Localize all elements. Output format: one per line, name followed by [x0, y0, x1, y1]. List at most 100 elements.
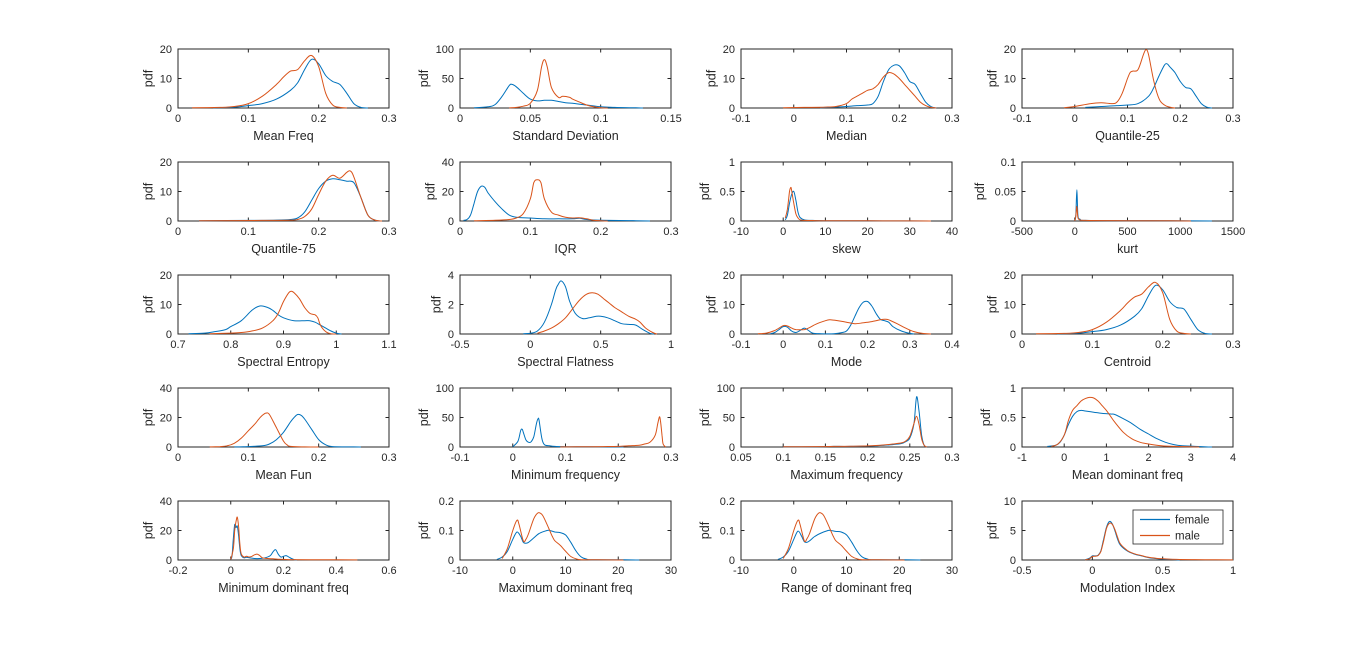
x-tick-label: 10 [840, 565, 852, 577]
x-tick-label: 20 [861, 226, 873, 238]
x-tick-label: 10 [559, 565, 571, 577]
y-tick-label: 10 [723, 74, 735, 86]
curve-male [1064, 49, 1176, 109]
x-tick-label: 0.1 [593, 113, 608, 125]
curve-male [783, 71, 937, 109]
x-tick-label: 0.3 [1225, 113, 1240, 125]
y-tick-label: 20 [160, 270, 172, 282]
y-tick-label: 40 [160, 383, 172, 395]
x-tick-label: 0.3 [902, 339, 917, 351]
y-tick-label: 0 [448, 329, 454, 341]
x-axis-label: Maximum dominant freq [498, 581, 632, 595]
legend-label-male: male [1175, 531, 1200, 543]
y-tick-label: 0.5 [1001, 413, 1016, 425]
x-tick-label: 1 [1103, 452, 1109, 464]
curve-female [496, 529, 640, 561]
x-axis-label: skew [832, 242, 861, 256]
y-axis-label: pdf [704, 295, 718, 313]
curve-male [230, 516, 358, 561]
curve-male [784, 186, 931, 222]
y-tick-label: 0 [729, 555, 735, 567]
y-axis-label: pdf [141, 69, 155, 87]
y-tick-label: 40 [160, 496, 172, 508]
curve-male [560, 416, 667, 448]
subplot-minimum-dominant-freq: -0.2 0 0.2 0.4 0.6 0 20 40 Minimum dominant freq… [123, 495, 423, 608]
axes: 0.05 0.1 0.15 0.2 0.25 0.3 0 50 100 Maximum frequ… [698, 383, 960, 482]
y-tick-label: 0 [729, 442, 735, 454]
x-tick-label: 0.2 [611, 452, 626, 464]
y-tick-label: 0 [1010, 103, 1016, 115]
subplot-mean-dominant-freq: -1 0 1 2 3 4 0 0.5 1 Mean dominant freq pdf [967, 382, 1267, 495]
x-tick-label: -10 [452, 565, 468, 577]
y-tick-label: 10 [160, 187, 172, 199]
axes-box [459, 274, 672, 335]
y-tick-label: 10 [1004, 74, 1016, 86]
y-tick-label: 0 [1010, 216, 1016, 228]
x-tick-label: -0.1 [451, 452, 470, 464]
x-tick-label: 0.5 [1155, 565, 1170, 577]
curve-male [509, 59, 608, 109]
axes: 0 0.1 0.2 0.3 0 10 20 Quantile-75 pdf [141, 157, 396, 256]
x-axis-label: Centroid [1104, 355, 1151, 369]
x-tick-label: 0.3 [663, 452, 678, 464]
x-tick-label: -0.5 [1013, 565, 1032, 577]
y-tick-label: 0 [166, 103, 172, 115]
x-tick-label: 0.1 [523, 226, 538, 238]
x-axis-label: Mean Freq [253, 129, 313, 143]
y-tick-label: 0.05 [995, 187, 1016, 199]
y-tick-label: 0.5 [720, 187, 735, 199]
y-axis-label: pdf [141, 408, 155, 426]
axes-box [459, 161, 672, 222]
curve-female [784, 190, 931, 222]
axes-box [177, 500, 390, 561]
axes-box [1021, 161, 1234, 222]
axes-box [177, 387, 390, 448]
x-tick-label: 0.15 [815, 452, 836, 464]
y-tick-label: 20 [160, 44, 172, 56]
axes-box [740, 274, 953, 335]
curve-male [199, 170, 383, 222]
x-tick-label: 1000 [1168, 226, 1192, 238]
curve-male [1085, 522, 1234, 561]
curve-female [1085, 63, 1212, 109]
y-tick-label: 50 [442, 413, 454, 425]
x-tick-label: 0.05 [730, 452, 751, 464]
curve-female [463, 185, 650, 222]
x-tick-label: 0.3 [944, 113, 959, 125]
x-tick-label: -0.5 [451, 339, 470, 351]
curve-female [523, 280, 655, 335]
x-tick-label: 0 [175, 452, 181, 464]
x-tick-label: 0 [791, 113, 797, 125]
x-tick-label: 0.3 [663, 226, 678, 238]
x-axis-label: Modulation Index [1080, 581, 1176, 595]
x-tick-label: 0 [780, 226, 786, 238]
x-tick-label: 0.5 [593, 339, 608, 351]
curve-male [1036, 281, 1191, 335]
y-tick-label: 0 [729, 216, 735, 228]
x-tick-label: 1 [668, 339, 674, 351]
subplot-quantile-25: -0.1 0 0.1 0.2 0.3 0 10 20 Quantile-25 pdf [967, 43, 1267, 156]
y-tick-label: 1 [729, 157, 735, 169]
x-tick-label: 0.2 [593, 226, 608, 238]
x-tick-label: -500 [1011, 226, 1033, 238]
curve-male [1051, 396, 1200, 448]
subplot-centroid: 0 0.1 0.2 0.3 0 10 20 Centroid pdf [967, 269, 1267, 382]
axes-box [740, 161, 953, 222]
x-tick-label: 0.1 [241, 226, 256, 238]
x-axis-label: Range of dominant freq [781, 581, 912, 595]
y-axis-label: pdf [141, 521, 155, 539]
x-tick-label: 1 [1230, 565, 1236, 577]
x-tick-label: 0.25 [899, 452, 920, 464]
x-axis-label: Minimum dominant freq [218, 581, 349, 595]
axes: 0 0.1 0.2 0.3 0 20 40 IQR pdf [423, 157, 678, 256]
x-tick-label: 0.1 [1120, 113, 1135, 125]
y-tick-label: 2 [448, 300, 454, 312]
y-axis-label: pdf [417, 69, 431, 87]
x-tick-label: 0 [457, 226, 463, 238]
subplot-modulation-index: -0.5 0 0.5 1 0 5 10 Modulation Index pdf female ma… [967, 495, 1267, 608]
subplot-spectral-entropy: 0.7 0.8 0.9 1 1.1 0 10 20 Spectral Entropy pdf [123, 269, 423, 382]
x-axis-label: Minimum frequency [511, 468, 621, 482]
